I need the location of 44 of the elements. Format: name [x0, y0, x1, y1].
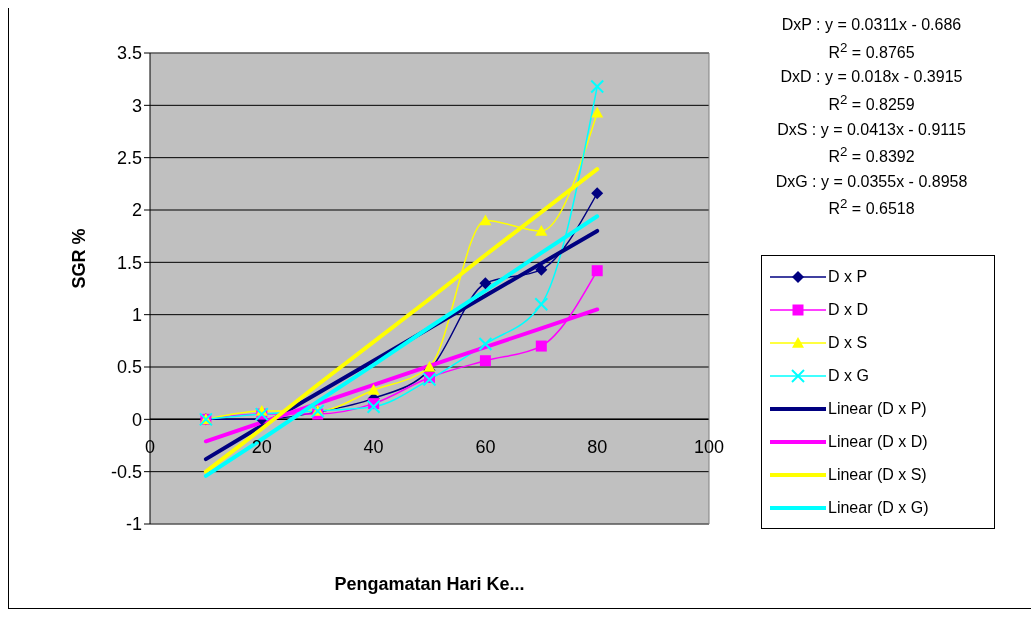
text: R$^{2}$ = 0.8259	[827, 90, 916, 115]
y-tick-label: 2	[131, 200, 142, 221]
legend-label: D x G	[828, 366, 869, 385]
y-tick-label: 3.5	[116, 43, 142, 64]
legend-label: Linear (D x S)	[828, 465, 927, 484]
legend-label: D x D	[828, 300, 868, 319]
legend-label: Linear (D x G)	[828, 498, 929, 517]
legend-label: D x P	[828, 267, 868, 286]
y-tick-label: -0.5	[110, 462, 142, 483]
text: DxD : y = 0.018x - 0.3915	[779, 68, 964, 87]
y-tick-label: -1	[125, 514, 142, 535]
point	[591, 106, 604, 118]
x-tick-label: 20	[251, 437, 272, 458]
y-tick-label: 0.5	[116, 357, 142, 378]
point	[479, 355, 491, 367]
legend-label: D x S	[828, 333, 868, 352]
point	[423, 361, 436, 372]
y-tick-label: 0	[131, 409, 142, 430]
y-tick-label: 3	[131, 95, 142, 116]
point	[479, 214, 492, 226]
y-tick-label: 2.5	[116, 148, 142, 169]
text: R$^{2}$ = 0.8765	[827, 38, 916, 63]
y-axis-title: SGR %	[69, 228, 90, 289]
x-tick-label: 0	[144, 437, 156, 458]
y-tick-label: 1	[131, 305, 142, 326]
x-tick-label: 80	[587, 437, 608, 458]
point	[535, 340, 547, 352]
text: R$^{2}$ = 0.6518	[827, 195, 916, 220]
point	[367, 384, 380, 395]
point	[479, 277, 492, 290]
legend-label: Linear (D x P)	[828, 399, 927, 418]
y-tick-label: 1.5	[116, 252, 142, 273]
point	[591, 187, 604, 200]
x-tick-label: 60	[475, 437, 496, 458]
text: DxP : y = 0.0311x - 0.686	[780, 16, 963, 35]
text: DxG : y = 0.0355x - 0.8958	[774, 172, 969, 192]
point	[591, 265, 603, 277]
x-axis-title: Pengamatan Hari Ke...	[334, 574, 525, 594]
text: DxS : y = 0.0413x - 0.9115	[776, 120, 967, 140]
legend-label: Linear (D x D)	[828, 432, 928, 451]
x-tick-label: 100	[693, 437, 725, 458]
x-tick-label: 40	[363, 437, 384, 458]
point	[535, 224, 548, 236]
text: R$^{2}$ = 0.8392	[827, 143, 916, 167]
